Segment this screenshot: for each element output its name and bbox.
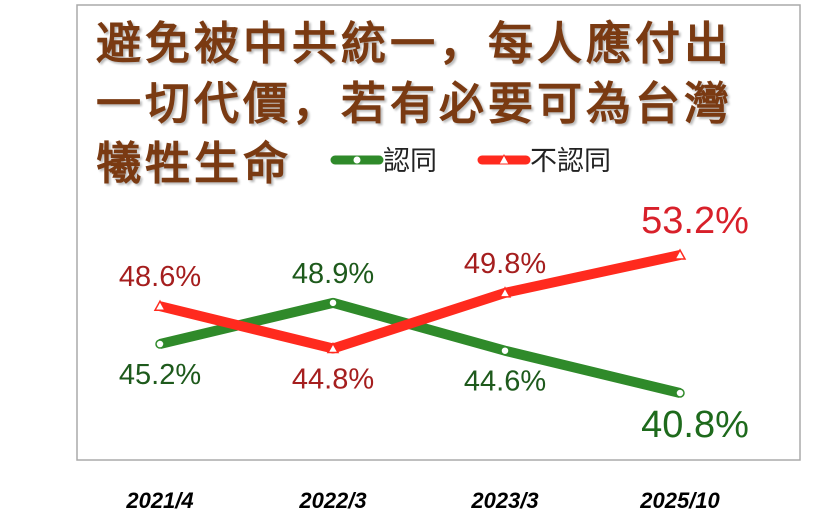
value-label: 48.9%	[292, 258, 374, 290]
point-marker	[326, 341, 340, 354]
legend-marker	[352, 155, 362, 165]
point-marker	[328, 298, 338, 308]
legend-marker	[498, 153, 510, 165]
point-marker	[155, 339, 165, 349]
legend-label: 不認同	[530, 146, 611, 177]
point-marker	[675, 388, 685, 398]
legend-label: 認同	[383, 146, 437, 177]
value-label: 40.8%	[641, 404, 749, 446]
value-label: 53.2%	[641, 200, 749, 242]
x-tick-label: 2023/3	[470, 488, 538, 513]
point-marker	[500, 345, 510, 356]
value-label: 48.6%	[119, 261, 201, 293]
point-marker	[498, 286, 512, 298]
x-tick-label: 2021/4	[125, 488, 193, 513]
chart-title: 避免被中共統一，每人應付出一切代價，若有必要可為台灣犧牲生命	[96, 17, 734, 190]
value-label: 49.8%	[464, 248, 546, 280]
series-line	[158, 250, 682, 354]
plot-frame	[76, 4, 801, 461]
point-marker	[673, 248, 687, 260]
x-tick-label: 2022/3	[298, 488, 366, 513]
point-marker	[153, 299, 167, 311]
x-tick-label: 2025/10	[639, 488, 720, 513]
value-label: 45.2%	[119, 359, 201, 391]
value-label: 44.6%	[464, 366, 546, 398]
value-label: 44.8%	[292, 363, 374, 395]
